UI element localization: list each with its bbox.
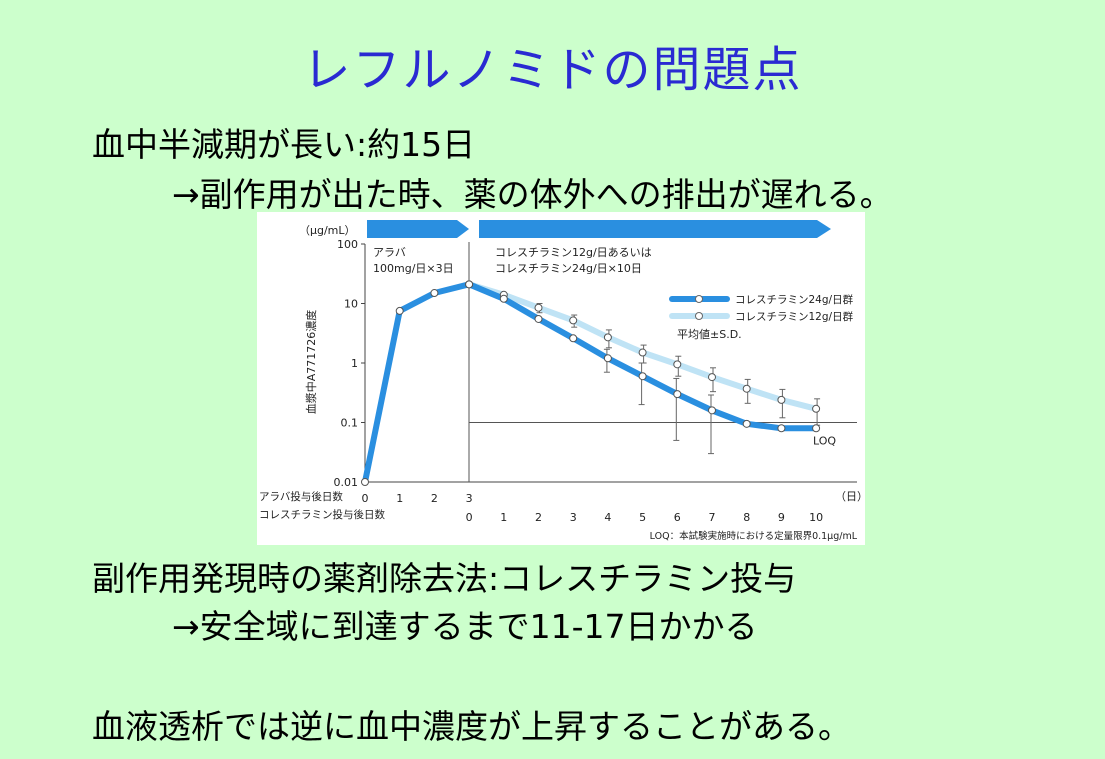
series-12g-point bbox=[534, 303, 543, 312]
series-points bbox=[361, 280, 821, 486]
phase-cholestyramine-label-2: コレスチラミン24g/日×10日 bbox=[495, 262, 642, 275]
legend-marker-12g bbox=[695, 312, 703, 320]
chart-footnote: LOQ：本試験実施時における定量限界0.1μg/mL bbox=[650, 530, 858, 542]
series-12g-point bbox=[777, 395, 786, 404]
y-tick-label: 100 bbox=[337, 238, 358, 251]
x-tick-label-cholestyramine: 0 bbox=[466, 511, 473, 524]
excretion-delay-text: →副作用が出た時、薬の体外への排出が遅れる。 bbox=[172, 175, 893, 214]
series-24g-point bbox=[603, 354, 612, 363]
legend-marker-24g bbox=[695, 295, 703, 303]
x-row-label-cholestyramine: コレスチラミン投与後日数 bbox=[259, 508, 385, 521]
series-24g-point bbox=[638, 372, 647, 381]
removal-method-text: 副作用発現時の薬剤除去法:コレスチラミン投与 bbox=[92, 559, 797, 598]
safe-range-text: →安全域に到達するまで11-17日かかる bbox=[172, 607, 758, 646]
series-12g-point bbox=[673, 360, 682, 369]
series-24g-point bbox=[534, 314, 543, 323]
half-life-text: 血中半減期が長い:約15日 bbox=[92, 125, 476, 164]
x-tick-label-arava: 1 bbox=[396, 492, 403, 505]
series-24g-point bbox=[708, 406, 716, 415]
series-24g-point bbox=[395, 306, 404, 315]
x-tick-label-arava: 2 bbox=[431, 492, 438, 505]
concentration-chart-svg: 100 10 1 0.1 0.01 0 1 2 3 0 1 2 3 4 5 6 7 8 9 10 （μg/mL） 血… bbox=[259, 220, 868, 542]
x-tick-label-cholestyramine: 3 bbox=[570, 511, 577, 524]
series-24g-point bbox=[465, 280, 474, 289]
legend-label-24g: コレスチラミン24g/日群 bbox=[735, 293, 854, 306]
phase-arava-label-2: 100mg/日×3日 bbox=[373, 262, 454, 275]
phase-arava-label-1: アラバ bbox=[373, 246, 406, 259]
y-tick-label: 10 bbox=[344, 298, 358, 311]
series-24g-point bbox=[499, 294, 508, 303]
x-tick-label-cholestyramine: 2 bbox=[535, 511, 542, 524]
sd-annotation: 平均値±S.D. bbox=[677, 328, 742, 341]
y-tick-label: 1 bbox=[351, 357, 358, 370]
y-tick-label: 0.1 bbox=[341, 417, 359, 430]
series-24g-point bbox=[742, 419, 751, 428]
y-ticks: 100 10 1 0.1 0.01 bbox=[334, 238, 365, 489]
series-24g-point bbox=[673, 390, 682, 399]
x-tick-label-cholestyramine: 10 bbox=[809, 511, 823, 524]
legend-label-12g: コレスチラミン12g/日群 bbox=[735, 310, 854, 323]
x-tick-label-cholestyramine: 9 bbox=[778, 511, 785, 524]
series-12g-point bbox=[742, 384, 751, 393]
x-tick-label-cholestyramine: 5 bbox=[639, 511, 646, 524]
dialysis-text: 血液透析では逆に血中濃度が上昇することがある。 bbox=[92, 707, 851, 746]
x-tick-label-cholestyramine: 4 bbox=[604, 511, 611, 524]
series-12g-point bbox=[708, 373, 716, 382]
series-12g-point bbox=[569, 316, 578, 325]
x-tick-label-cholestyramine: 8 bbox=[743, 511, 750, 524]
phase-cholestyramine-label-1: コレスチラミン12g/日あるいは bbox=[495, 246, 652, 259]
series-24g-line bbox=[362, 281, 820, 485]
series-24g-point bbox=[569, 334, 578, 343]
series-12g-point bbox=[603, 333, 612, 342]
concentration-chart: 100 10 1 0.1 0.01 0 1 2 3 0 1 2 3 4 5 6 7 8 9 10 （μg/mL） 血… bbox=[257, 212, 868, 545]
series-24g-point bbox=[361, 478, 369, 486]
x-unit: （日） bbox=[835, 490, 865, 503]
x-tick-label-cholestyramine: 1 bbox=[500, 511, 507, 524]
x-tick-label-cholestyramine: 6 bbox=[674, 511, 681, 524]
series-24g-point bbox=[777, 424, 786, 433]
phase-arrow-arava bbox=[367, 220, 469, 238]
x-row-label-arava: アラバ投与後日数 bbox=[259, 490, 343, 503]
x-ticks: 0 1 2 3 0 1 2 3 4 5 6 7 8 9 10 bbox=[362, 492, 824, 524]
phase-arrow-cholestyramine bbox=[479, 220, 831, 238]
series-12g-point bbox=[638, 348, 647, 357]
slide-title: レフルノミドの問題点 bbox=[302, 42, 803, 98]
y-axis-label: 血漿中A771726濃度 bbox=[304, 310, 318, 415]
series-24g-point bbox=[430, 289, 439, 298]
series-12g-point bbox=[812, 404, 821, 413]
loq-label: LOQ bbox=[813, 435, 836, 448]
x-tick-label-cholestyramine: 7 bbox=[709, 511, 716, 524]
x-tick-label-arava: 3 bbox=[466, 492, 473, 505]
x-tick-label-arava: 0 bbox=[362, 492, 369, 505]
y-tick-label: 0.01 bbox=[334, 476, 359, 489]
legend: コレスチラミン24g/日群 コレスチラミン12g/日群 bbox=[669, 293, 854, 323]
series-24g-point bbox=[812, 424, 821, 433]
y-unit: （μg/mL） bbox=[299, 224, 356, 237]
